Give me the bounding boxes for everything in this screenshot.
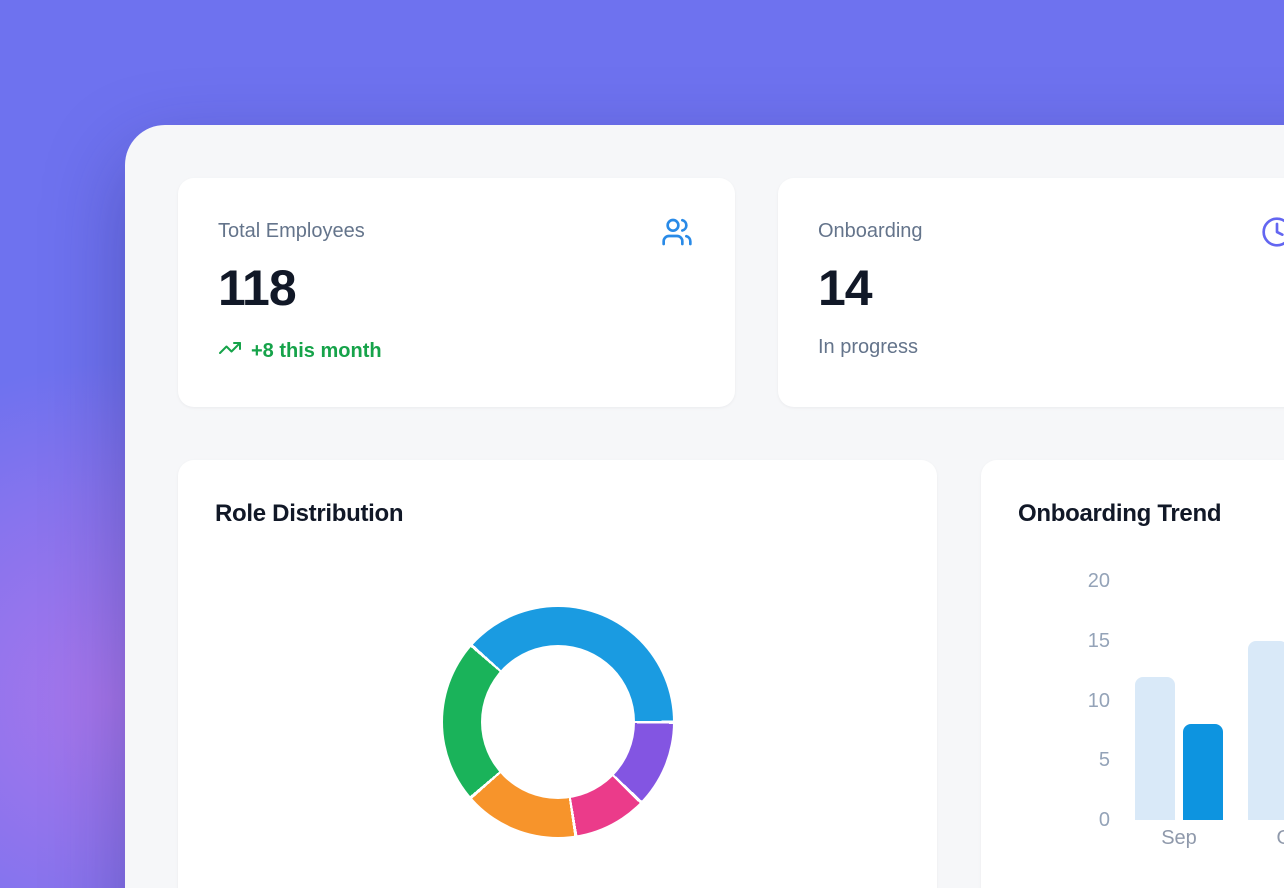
bar-sep-dark <box>1183 724 1223 820</box>
stat-trend-text: +8 this month <box>251 339 382 362</box>
clock-icon <box>1261 216 1284 250</box>
y-tick-label: 5 <box>1098 749 1110 772</box>
stat-value: 14 <box>818 260 873 316</box>
role-donut-chart <box>443 607 673 837</box>
trending-up-icon <box>218 336 242 366</box>
stat-label: Onboarding <box>818 220 923 242</box>
role-distribution-card: Role Distribution <box>178 460 937 888</box>
dashboard-panel: Total Employees 118 +8 this month Onboar… <box>125 125 1284 888</box>
chart-title: Onboarding Trend <box>1018 500 1222 527</box>
users-icon <box>661 216 695 250</box>
stat-subtext: In progress <box>818 336 919 358</box>
onboarding-trend-card: Onboarding Trend 0 5 10 15 20 Sep Oct <box>981 460 1284 888</box>
x-tick-label: Sep <box>1161 827 1197 849</box>
y-tick-label: 0 <box>1098 809 1110 831</box>
trend-bar-chart: 0 5 10 15 20 Sep Oct <box>981 460 1284 888</box>
bar-sep-light <box>1135 676 1175 820</box>
stat-value: 118 <box>218 260 297 316</box>
stat-card-total-employees: Total Employees 118 +8 this month <box>178 178 735 407</box>
y-tick-label: 10 <box>1087 689 1110 712</box>
stat-card-onboarding: Onboarding 14 In progress <box>778 178 1284 407</box>
y-tick-label: 20 <box>1087 570 1110 592</box>
stat-label: Total Employees <box>218 220 365 242</box>
bar-oct-light <box>1248 640 1284 820</box>
x-tick-label: Oct <box>1252 826 1284 850</box>
y-tick-label: 15 <box>1087 629 1110 652</box>
chart-title: Role Distribution <box>215 500 404 527</box>
